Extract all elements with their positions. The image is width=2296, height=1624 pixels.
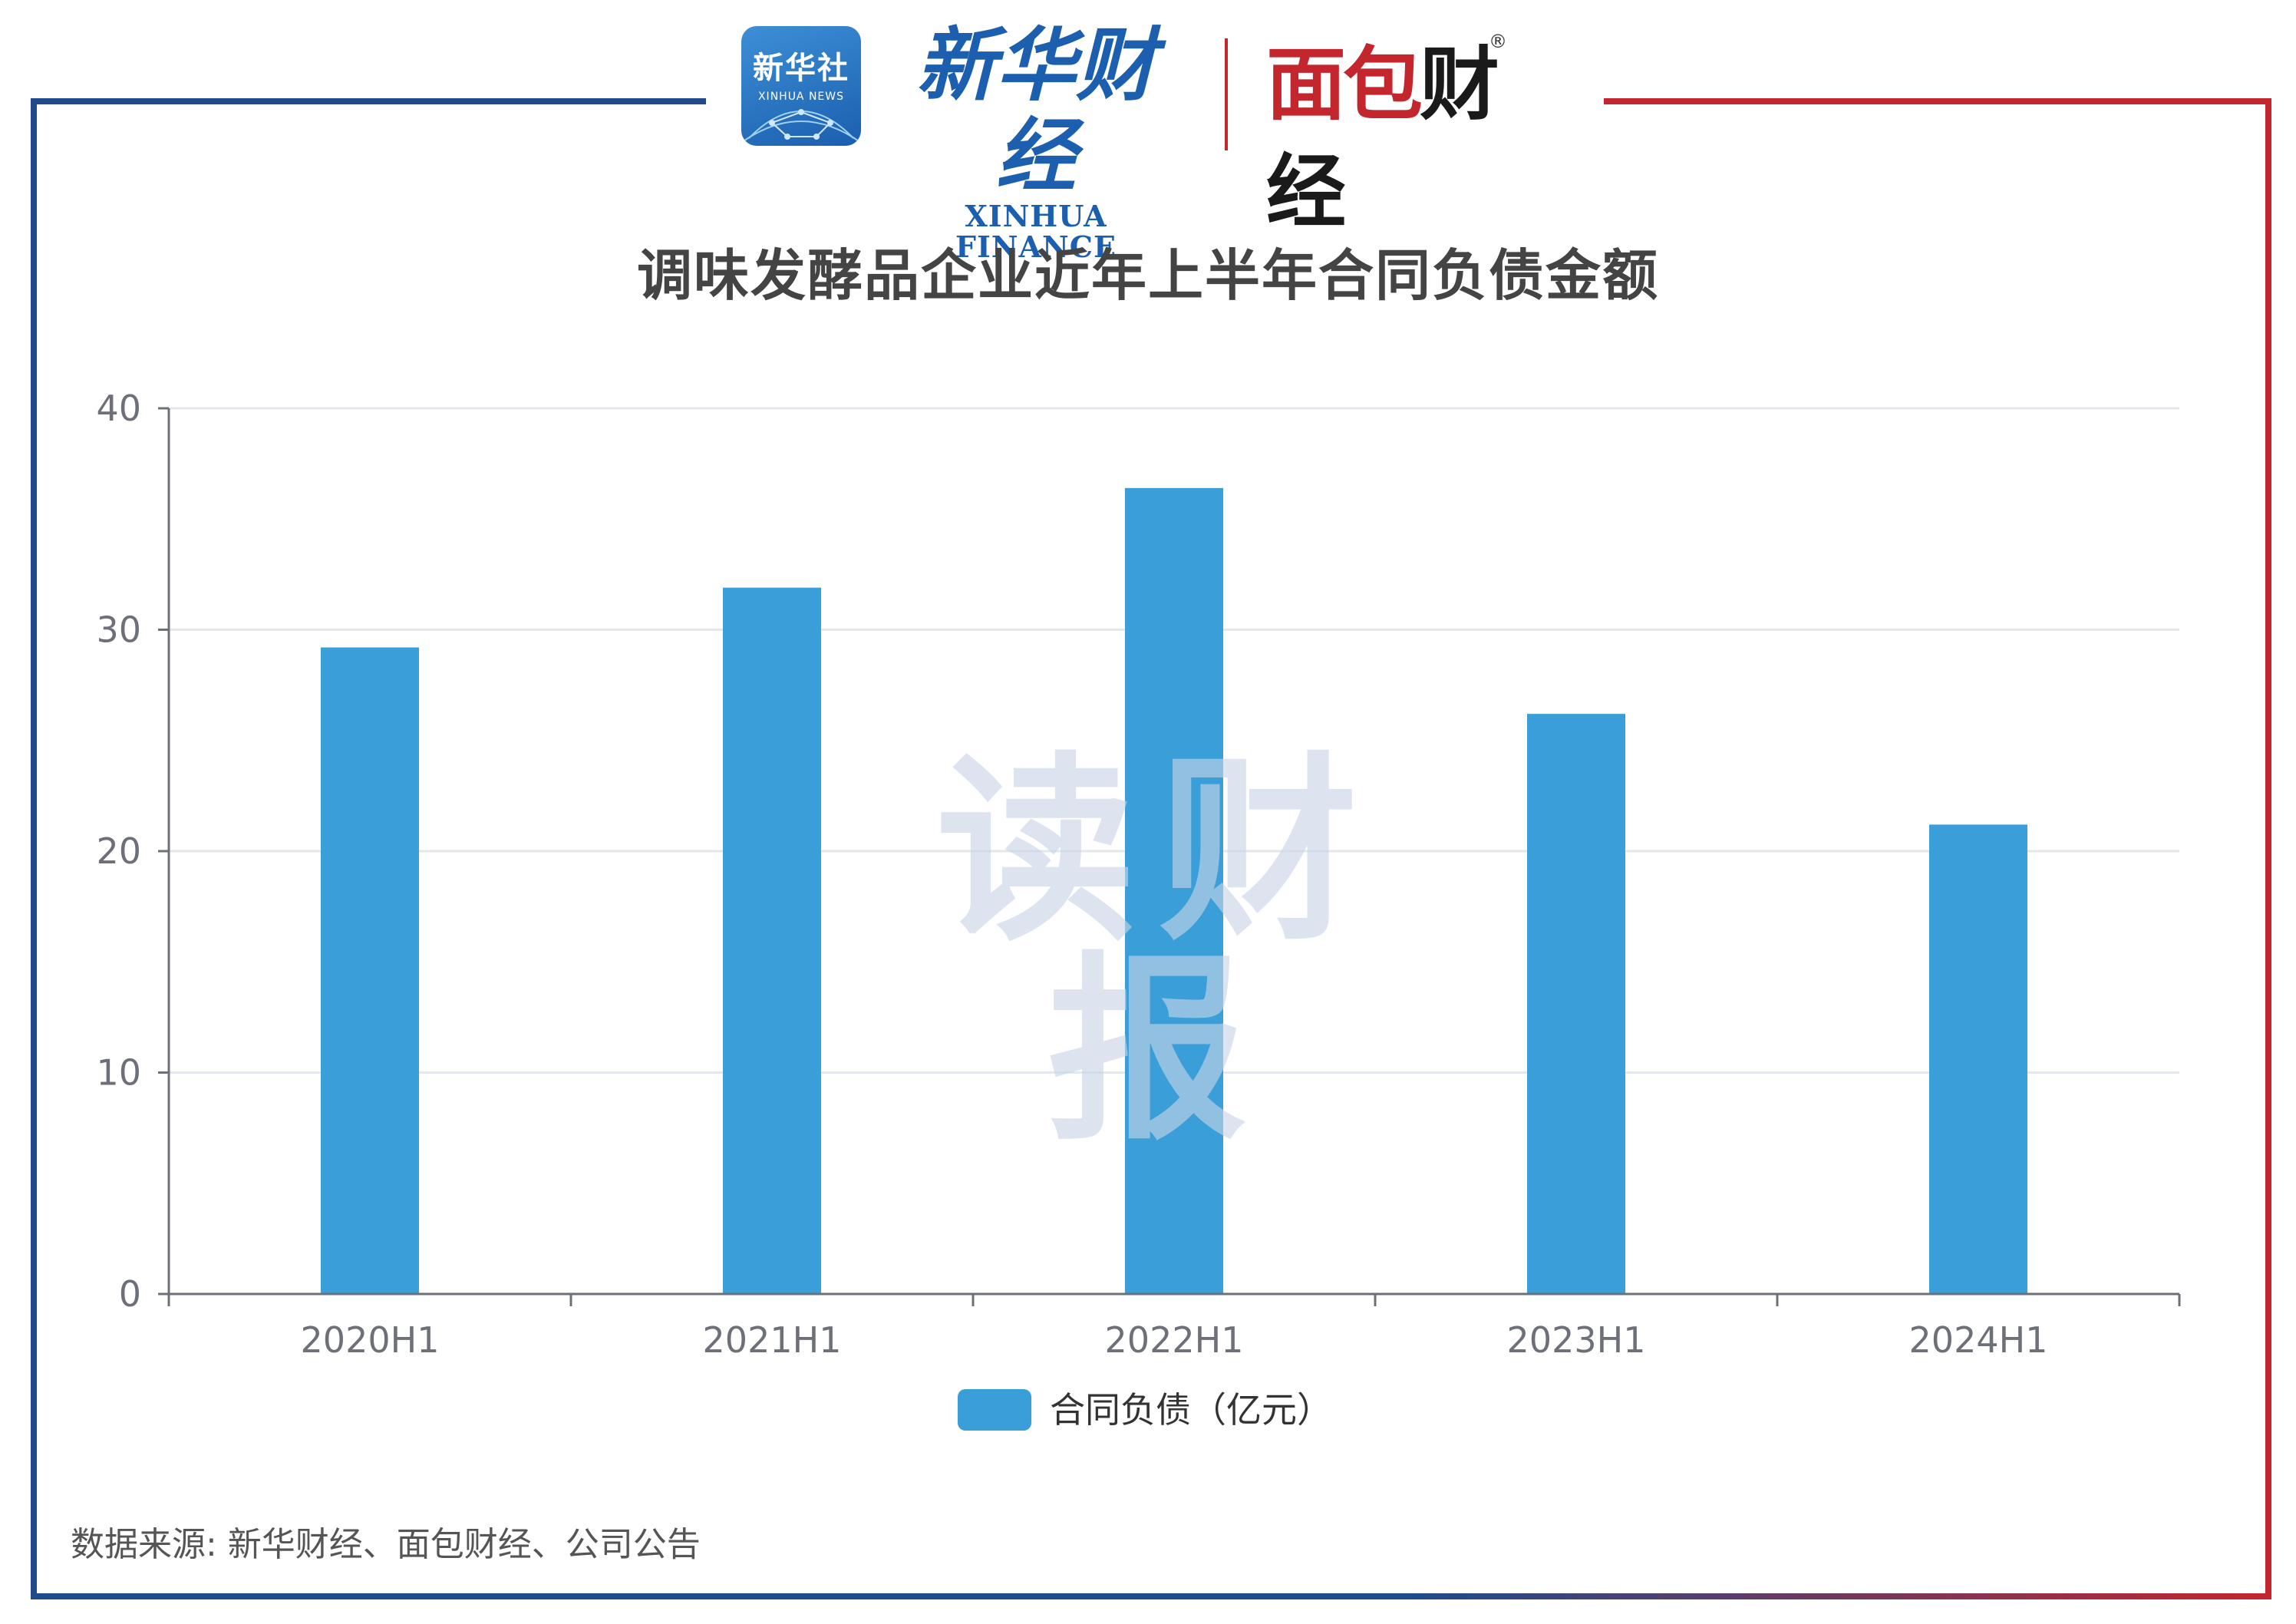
xinhua-badge-subtext: XINHUA NEWS (757, 91, 845, 103)
legend-label: 合同负债（亿元） (1050, 1389, 1332, 1431)
y-tick-label: 30 (96, 609, 141, 651)
source-note: 数据来源: 新华财经、面包财经、公司公告 (71, 1525, 701, 1564)
xinhua-news-logo: 新华社 XINHUA NEWS (741, 26, 861, 146)
frame-top-left-line (31, 98, 706, 104)
axes: 0 10 20 30 40 2020H1 2021H1 2022H1 2023H1 2024H1 (96, 388, 2181, 1361)
legend-swatch (958, 1389, 1031, 1431)
x-tick-label: 2023H1 (1507, 1319, 1646, 1361)
frame-right-line (2265, 98, 2271, 1599)
frame-top-right-line (1604, 98, 2271, 104)
y-tick-label: 0 (119, 1273, 141, 1315)
bar (1527, 714, 1625, 1294)
chart-title: 调味发酵品企业近年上半年合同负债金额 (636, 243, 1659, 308)
frame-bottom-line (31, 1593, 2271, 1599)
mianbao-logo-red-text: 面包 (1266, 38, 1423, 131)
registered-mark: ® (1489, 31, 1507, 52)
x-tick-label: 2021H1 (703, 1319, 842, 1361)
x-tick-label: 2022H1 (1105, 1319, 1244, 1361)
y-tick-label: 40 (96, 388, 141, 429)
bar (1125, 487, 1223, 1294)
xinhua-finance-logo: 新华财经 XINHUA FINANCE (890, 20, 1182, 262)
xinhua-finance-logo-cn: 新华财经 (915, 18, 1156, 203)
xinhua-badge-text: 新华社 (753, 51, 849, 86)
logo-divider (1225, 38, 1228, 150)
bars (321, 487, 2027, 1294)
xinhua-finance-logo-en: XINHUA FINANCE (955, 199, 1117, 264)
globe-network-icon (741, 109, 861, 144)
y-tick-label: 20 (96, 830, 141, 872)
x-tick-label: 2024H1 (1909, 1319, 2048, 1361)
mianbao-logo-dark-text: 财经 (1266, 38, 1499, 239)
bar (321, 647, 419, 1294)
y-tick-label: 10 (96, 1052, 141, 1094)
bar (1929, 824, 2027, 1294)
frame-left-line (31, 98, 37, 1599)
mianbao-finance-logo: 面包财经 ® (1266, 31, 1573, 239)
x-tick-label: 2020H1 (301, 1319, 440, 1361)
bar (723, 587, 821, 1294)
